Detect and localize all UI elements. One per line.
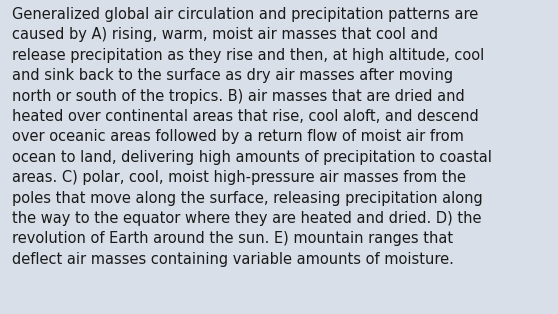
Text: Generalized global air circulation and precipitation patterns are
caused by A) r: Generalized global air circulation and p… bbox=[12, 7, 492, 267]
